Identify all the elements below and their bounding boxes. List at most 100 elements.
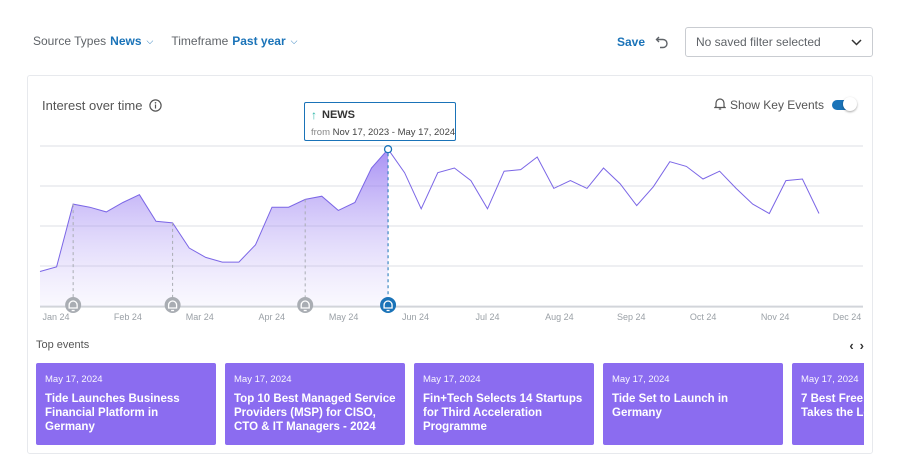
event-bell-marker — [65, 297, 82, 313]
event-card-title: Tide Launches Business Financial Platfor… — [45, 393, 180, 433]
chevron-left-icon[interactable]: ‹ — [849, 338, 854, 353]
data-point — [238, 261, 240, 263]
arrow-up-icon: ↑ — [311, 108, 317, 122]
timeframe-value: Past year — [232, 34, 286, 48]
data-point — [519, 168, 521, 170]
data-point — [702, 178, 704, 180]
x-tick-label: Mar 24 — [186, 312, 214, 322]
event-card[interactable]: May 17, 2024 Fin+Tech Selects 14 Startup… — [414, 363, 594, 445]
data-point — [669, 161, 671, 163]
source-types-filter[interactable]: Source Types News ⌵ — [33, 34, 153, 48]
event-card-date: May 17, 2024 — [612, 374, 670, 385]
event-bell-marker — [297, 297, 314, 313]
timeframe-label: Timeframe — [171, 34, 229, 48]
timeframe-filter[interactable]: Timeframe Past year ⌵ — [171, 34, 297, 48]
key-events-toggle[interactable] — [832, 97, 857, 111]
data-point — [768, 212, 770, 214]
filter-bar: Source Types News ⌵ Timeframe Past year … — [33, 34, 297, 48]
key-event-markers — [65, 153, 397, 313]
source-types-label: Source Types — [33, 34, 107, 48]
saved-filter-value: No saved filter selected — [696, 35, 821, 49]
data-point — [635, 204, 637, 206]
data-point — [138, 193, 140, 195]
x-tick-label: Feb 24 — [114, 312, 142, 322]
data-point — [470, 179, 472, 181]
highlight-point — [383, 145, 393, 154]
key-events-label: Show Key Events — [729, 98, 824, 112]
data-point — [122, 201, 124, 203]
event-card-date: May 17, 2024 — [423, 374, 481, 385]
series-line — [39, 148, 820, 272]
data-point — [321, 195, 323, 197]
data-point — [254, 244, 256, 246]
saved-filter-select[interactable]: No saved filter selected — [685, 27, 873, 57]
panel-header: Interest over time — [42, 98, 163, 113]
bell-icon — [383, 300, 393, 309]
x-tick-label: Nov 24 — [761, 312, 790, 322]
data-point — [188, 247, 190, 249]
top-events-list: May 17, 2024 Tide Launches Business Fina… — [36, 363, 864, 447]
event-card[interactable]: May 17, 2024 Tide Launches Business Fina… — [36, 363, 216, 445]
data-point — [718, 170, 720, 172]
bell-icon — [68, 300, 78, 309]
chevron-down-icon: ⌵ — [146, 35, 154, 46]
key-events-control: Show Key Events — [713, 97, 857, 113]
data-point — [105, 211, 107, 213]
source-types-value: News — [110, 34, 142, 48]
chevron-down-icon: ⌵ — [290, 35, 298, 46]
panel-title: Interest over time — [42, 98, 143, 113]
bell-icon — [167, 300, 178, 309]
data-point — [486, 208, 488, 210]
event-card-title: 7 Best Free C platform in 2 Takes the Le — [801, 393, 864, 419]
x-tick-label: Jul 24 — [475, 312, 499, 322]
data-point — [337, 209, 339, 211]
data-point — [619, 182, 621, 184]
x-axis-ticks: Jan 24 Feb 24 Mar 24 Apr 24 May 24 Jun 24 Jul … — [42, 312, 861, 322]
event-card-title: Tide Set to Launch in Germany — [612, 393, 729, 419]
data-point — [205, 256, 207, 258]
event-card-title: Top 10 Best Managed Service Providers (M… — [234, 393, 396, 433]
chevron-down-icon — [851, 35, 862, 49]
filter-actions: Save No saved filter selected — [617, 27, 873, 57]
data-point — [685, 165, 687, 167]
data-point — [221, 261, 223, 263]
series-points — [55, 145, 820, 268]
data-point — [287, 206, 289, 208]
bell-icon — [300, 300, 310, 309]
data-point — [536, 156, 538, 158]
data-point — [586, 187, 588, 189]
x-tick-label: Aug 24 — [545, 312, 574, 322]
data-point — [785, 179, 787, 181]
data-point — [752, 203, 754, 205]
chevron-right-icon[interactable]: › — [859, 338, 864, 353]
data-point — [437, 172, 439, 174]
data-point — [370, 167, 372, 169]
x-tick-label: Jan 24 — [42, 312, 69, 322]
event-bell-marker — [380, 297, 397, 313]
tooltip-range: Nov 17, 2023 - May 17, 2024 — [332, 127, 456, 138]
x-tick-label: Sep 24 — [617, 312, 646, 322]
event-card-date: May 17, 2024 — [45, 374, 103, 385]
data-point — [818, 212, 820, 214]
series-area — [40, 149, 389, 306]
data-point — [354, 201, 356, 203]
event-card[interactable]: May 17, 2024 7 Best Free C platform in 2… — [792, 363, 864, 445]
data-point — [55, 266, 57, 268]
data-point — [155, 220, 157, 222]
tooltip-from-prefix: from — [311, 127, 330, 138]
undo-icon[interactable] — [655, 34, 671, 50]
save-button[interactable]: Save — [616, 35, 645, 49]
x-tick-label: Jun 24 — [402, 312, 429, 322]
info-icon[interactable] — [149, 99, 163, 112]
x-tick-label: May 24 — [329, 312, 359, 322]
data-point — [602, 167, 604, 169]
x-tick-label: Oct 24 — [690, 312, 717, 322]
event-card[interactable]: May 17, 2024 Tide Set to Launch in Germa… — [603, 363, 783, 445]
chart-tooltip: ↑ NEWS from Nov 17, 2023 - May 17, 2024 — [304, 102, 456, 141]
event-card-title: Fin+Tech Selects 14 Startups for Third A… — [423, 393, 583, 433]
event-card[interactable]: May 17, 2024 Top 10 Best Managed Service… — [225, 363, 405, 445]
interest-chart: Jan 24 Feb 24 Mar 24 Apr 24 May 24 Jun 24 Jul … — [39, 145, 863, 322]
x-tick-label: Dec 24 — [833, 312, 862, 322]
event-bell-marker — [164, 297, 181, 313]
interest-panel: Interest over time Show Key Events Jan 2… — [27, 75, 873, 454]
